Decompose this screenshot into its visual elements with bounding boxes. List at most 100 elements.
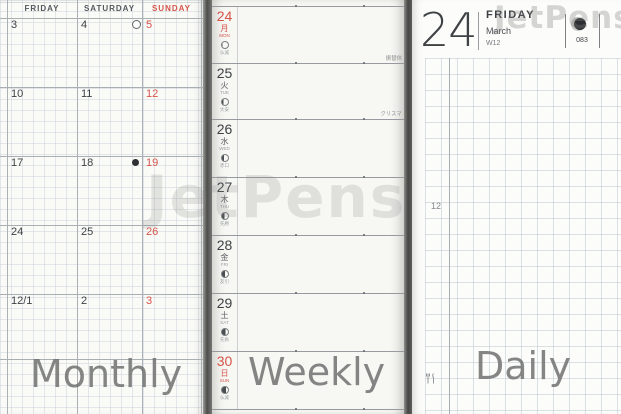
weekly-row-line — [212, 351, 404, 352]
moon-open-icon — [132, 20, 141, 29]
weekly-rokuyo-label: 仏滅 — [219, 50, 229, 56]
monthly-date: 12/1 — [11, 295, 33, 307]
monthly-date: 12 — [146, 88, 159, 100]
weekly-day-block: 24 月 MON 仏滅 — [212, 9, 237, 56]
weekly-day-number: 29 — [216, 295, 233, 311]
monthly-row-line — [0, 294, 203, 295]
monthly-date: 25 — [81, 226, 94, 238]
moon-phase-icon — [220, 386, 229, 394]
weekly-view-label: Weekly — [248, 350, 386, 394]
row-tick-dot — [295, 5, 297, 7]
weekly-day-kanji: 木 — [220, 195, 229, 204]
monthly-date: 19 — [146, 157, 159, 169]
row-tick-dot — [363, 62, 365, 64]
monthly-date: 11 — [81, 88, 93, 100]
daily-date-number: 24 — [420, 3, 478, 57]
moon-phase-icon — [220, 270, 229, 278]
monthly-row-line — [0, 225, 203, 226]
weekly-day-number: 28 — [216, 237, 233, 253]
weekly-day-block: 25 火 TUE 大安 — [212, 66, 237, 113]
weekly-holiday-note: 振替休 — [385, 56, 402, 62]
weekly-day-kanji: 火 — [220, 81, 229, 90]
monthly-page-panel: FRIDAY SATURDAY SUNDAY 3 4 5 10 11 12 17 18 19 24 25… — [0, 0, 203, 414]
daily-weekday-label: FRIDAY — [486, 9, 535, 21]
weekly-rokuyo-label: 友引 — [219, 279, 229, 285]
row-tick-dot — [295, 176, 297, 178]
page-spine-divider — [404, 0, 412, 414]
weekly-rokuyo-label: 仏滅 — [219, 395, 229, 401]
monthly-column-line — [142, 0, 143, 414]
weekly-rokuyo-label: 先負 — [219, 337, 229, 343]
monthly-date: 2 — [81, 295, 88, 307]
weekly-rokuyo-label: 赤口 — [219, 163, 229, 169]
weekly-holiday-note: クリスマ — [380, 112, 402, 118]
moon-full-icon — [132, 159, 139, 166]
row-tick-dot — [363, 234, 365, 236]
weekly-day-abbr: FRI — [220, 262, 229, 268]
monthly-column-line — [201, 0, 202, 414]
timeline-noon-label: 12 — [431, 201, 442, 211]
daily-page-panel: 24 FRIDAY March W12 083 12 Daily — [412, 0, 621, 414]
row-tick-dot — [295, 408, 297, 410]
moon-phase-icon — [220, 212, 229, 220]
row-tick-dot — [295, 62, 297, 64]
monthly-date: 24 — [11, 226, 24, 238]
weekly-day-abbr: MON — [219, 33, 230, 39]
weekly-day-number: 24 — [216, 8, 233, 24]
weekly-day-block: 30 日 SUN 仏滅 — [212, 354, 237, 401]
weekly-row-line — [212, 119, 404, 120]
daily-view-label: Daily — [475, 344, 572, 388]
monthly-date: 3 — [11, 19, 18, 31]
weekly-day-number: 25 — [216, 65, 233, 81]
moon-box-left-rule — [565, 14, 566, 48]
row-tick-dot — [363, 5, 365, 7]
monthly-header-friday: FRIDAY — [24, 4, 60, 13]
weekly-day-kanji: 水 — [220, 137, 229, 146]
monthly-header-saturday: SATURDAY — [83, 4, 136, 13]
weekly-day-abbr: THU — [219, 204, 230, 210]
row-tick-dot — [295, 234, 297, 236]
daily-timeline-rule — [449, 58, 450, 414]
monthly-date: 17 — [11, 157, 24, 169]
monthly-date: 18 — [81, 157, 94, 169]
weekly-day-abbr: TUE — [220, 90, 229, 96]
weekly-row-line — [212, 177, 404, 178]
row-tick-dot — [363, 350, 365, 352]
weekly-day-kanji: 土 — [220, 311, 229, 320]
monthly-row-line — [0, 2, 203, 3]
weekly-day-block: 29 土 SAT 先負 — [212, 296, 237, 343]
monthly-row-line — [0, 18, 203, 19]
weekly-rokuyo-label: 先勝 — [219, 221, 229, 227]
daily-week-number: W12 — [486, 40, 501, 47]
weekly-day-kanji: 日 — [220, 369, 229, 378]
weekly-day-number: 26 — [216, 121, 233, 137]
weekly-day-kanji: 金 — [220, 253, 229, 262]
monthly-header-sunday: SUNDAY — [151, 4, 192, 13]
monthly-date: 4 — [81, 19, 88, 31]
daily-grid-paper — [425, 58, 621, 414]
weekly-day-kanji: 月 — [220, 24, 229, 33]
monthly-column-line — [7, 0, 8, 414]
weekly-day-block: 26 水 WED 赤口 — [212, 122, 237, 169]
weekly-day-abbr: SAT — [220, 320, 229, 326]
weekly-day-block: 28 金 FRI 友引 — [212, 238, 237, 285]
moon-phase-icon — [220, 154, 229, 162]
row-tick-dot — [295, 118, 297, 120]
monthly-date: 26 — [146, 226, 159, 238]
monthly-row-line — [0, 359, 203, 360]
monthly-view-label: Monthly — [30, 352, 183, 396]
row-tick-dot — [363, 408, 365, 410]
weekly-row-line — [212, 6, 404, 7]
meal-icon — [426, 371, 436, 389]
weekly-row-line — [212, 235, 404, 236]
weekly-day-number: 27 — [216, 179, 233, 195]
weekly-day-block: 27 木 THU 先勝 — [212, 180, 237, 227]
daily-month-label: March — [486, 26, 512, 36]
monthly-date: 10 — [11, 88, 24, 100]
row-tick-dot — [295, 292, 297, 294]
row-tick-dot — [363, 176, 365, 178]
row-tick-dot — [295, 350, 297, 352]
moon-phase-icon — [220, 98, 229, 106]
weekly-day-abbr: WED — [219, 146, 230, 152]
